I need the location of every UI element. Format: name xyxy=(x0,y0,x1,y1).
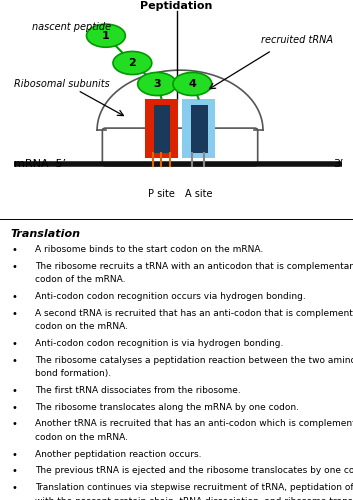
Text: Peptidation: Peptidation xyxy=(140,2,213,12)
Text: •: • xyxy=(11,483,17,493)
Text: Anti-codon codon recognition occurs via hydrogen bonding.: Anti-codon codon recognition occurs via … xyxy=(35,292,306,301)
Text: Another tRNA is recruited that has an anti-codon which is complementary to the n: Another tRNA is recruited that has an an… xyxy=(35,420,353,428)
Text: •: • xyxy=(11,402,17,412)
Text: •: • xyxy=(11,466,17,476)
Text: The ribosome catalyses a peptidation reaction between the two amino acids (pepti: The ribosome catalyses a peptidation rea… xyxy=(35,356,353,364)
Text: •: • xyxy=(11,245,17,255)
Text: •: • xyxy=(11,450,17,460)
Text: The previous tRNA is ejected and the ribosome translocates by one codon.: The previous tRNA is ejected and the rib… xyxy=(35,466,353,475)
Text: codon on the mRNA.: codon on the mRNA. xyxy=(35,432,128,442)
Text: •: • xyxy=(11,420,17,430)
Text: 4: 4 xyxy=(189,79,196,89)
Text: A ribosome binds to the start codon on the mRNA.: A ribosome binds to the start codon on t… xyxy=(35,245,264,254)
Text: mRNA  5’: mRNA 5’ xyxy=(14,159,66,169)
Circle shape xyxy=(138,72,176,96)
Circle shape xyxy=(86,24,125,48)
Text: with the nascent protein chain, tRNA dissociation, and ribosome translocation.: with the nascent protein chain, tRNA dis… xyxy=(35,496,353,500)
Text: •: • xyxy=(11,308,17,318)
Text: 2: 2 xyxy=(128,58,136,68)
Text: •: • xyxy=(11,292,17,302)
Text: The first tRNA dissociates from the ribosome.: The first tRNA dissociates from the ribo… xyxy=(35,386,241,394)
Text: The ribosome recruits a tRNA with an anticodon that is complementary to the firs: The ribosome recruits a tRNA with an ant… xyxy=(35,262,353,270)
Text: The ribosome translocates along the mRNA by one codon.: The ribosome translocates along the mRNA… xyxy=(35,402,299,411)
Text: •: • xyxy=(11,356,17,366)
Bar xyxy=(182,98,215,158)
Text: nascent peptide: nascent peptide xyxy=(32,22,111,32)
Text: Translation: Translation xyxy=(11,229,80,239)
Circle shape xyxy=(113,52,152,74)
Text: •: • xyxy=(11,386,17,396)
Bar xyxy=(145,98,178,158)
Bar xyxy=(154,105,170,154)
Text: 3’: 3’ xyxy=(334,159,344,169)
Text: 3: 3 xyxy=(153,79,161,89)
Text: recruited tRNA: recruited tRNA xyxy=(261,35,333,45)
Text: P site: P site xyxy=(148,189,175,199)
Text: Anti-codon codon recognition is via hydrogen bonding.: Anti-codon codon recognition is via hydr… xyxy=(35,339,284,348)
Bar xyxy=(191,105,208,154)
Text: codon of the mRNA.: codon of the mRNA. xyxy=(35,275,126,284)
Text: 1: 1 xyxy=(102,30,110,40)
Text: Another peptidation reaction occurs.: Another peptidation reaction occurs. xyxy=(35,450,202,458)
Text: Ribosomal subunits: Ribosomal subunits xyxy=(14,79,110,89)
Text: codon on the mRNA.: codon on the mRNA. xyxy=(35,322,128,331)
Circle shape xyxy=(173,72,212,96)
Text: •: • xyxy=(11,339,17,349)
Text: •: • xyxy=(11,262,17,272)
Text: A second tRNA is recruited that has an anti-codon that is complementary to the s: A second tRNA is recruited that has an a… xyxy=(35,308,353,318)
Text: Translation continues via stepwise recruitment of tRNA, peptidation of the amino: Translation continues via stepwise recru… xyxy=(35,483,353,492)
Text: bond formation).: bond formation). xyxy=(35,369,112,378)
Text: A site: A site xyxy=(185,189,212,199)
